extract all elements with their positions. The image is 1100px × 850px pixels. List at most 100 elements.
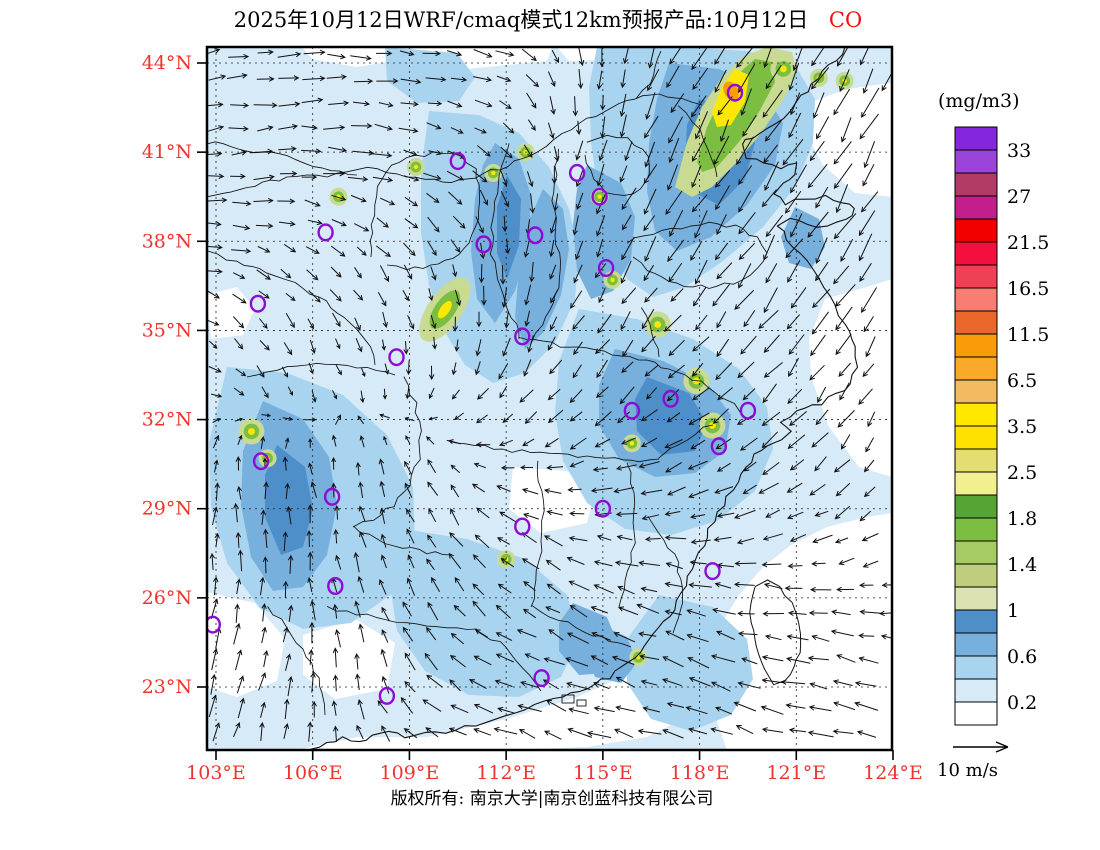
wind-vector-arrow (664, 581, 683, 588)
wind-vector-arrow (624, 141, 633, 162)
wind-vector-arrow (738, 165, 753, 185)
wind-vector-arrow (712, 408, 729, 424)
wind-vector-arrow (617, 585, 635, 595)
wind-vector-arrow (835, 482, 851, 497)
wind-vector-arrow (865, 437, 874, 453)
clean-air-region (803, 83, 891, 197)
wind-vector-arrow (547, 71, 556, 87)
wind-vector-arrow (278, 101, 301, 108)
wind-vector-arrow (380, 533, 387, 548)
wind-vector-arrow (499, 169, 508, 187)
wind-vector-arrow (357, 415, 365, 425)
wind-vector-arrow (377, 700, 388, 714)
wind-vector-arrow (664, 439, 683, 449)
wind-vector-arrow (454, 577, 465, 592)
wind-vector-arrow (738, 631, 758, 637)
figure-title-text: 2025年10月12日WRF/cmaq模式12km预报产品:10月12日 (234, 8, 808, 32)
wind-vector-arrow (840, 117, 852, 143)
wind-vector-arrow (762, 533, 783, 541)
wind-vector-arrow (810, 586, 832, 593)
wind-vector-arrow (840, 434, 851, 450)
latlon-grid-layer (208, 48, 891, 749)
wind-vector-arrow (787, 388, 803, 404)
colorbar-cell (954, 494, 998, 519)
wind-vector-arrow (638, 560, 660, 567)
wind-vector-arrow (334, 628, 341, 648)
wind-vector-arrow (765, 65, 782, 90)
wind-vector-arrow (423, 172, 442, 181)
wind-vector-arrow (352, 100, 371, 107)
wind-vector-arrow (840, 238, 854, 262)
wind-vector-arrow (407, 314, 415, 330)
province-border (353, 525, 452, 556)
wind-vector-arrow (358, 481, 364, 498)
wind-vector-arrow (332, 647, 339, 668)
wind-vector-arrow (378, 458, 385, 475)
wind-vector-arrow (473, 462, 486, 469)
wind-vector-arrow (865, 336, 876, 358)
colorbar-cell (954, 172, 998, 197)
wind-vector-arrow (356, 724, 364, 740)
wind-vector-arrow (668, 339, 685, 357)
wind-vector-arrow (236, 675, 245, 694)
wind-vector-arrow (787, 260, 801, 283)
wind-vector-arrow (854, 680, 877, 687)
wind-vector-arrow (573, 341, 583, 356)
wind-vector-arrow (619, 93, 627, 118)
colorbar-cell (954, 333, 998, 358)
wind-vector-arrow (762, 462, 780, 476)
wind-vector-arrow (567, 486, 582, 493)
wind-vector-arrow (644, 115, 659, 139)
wind-vector-arrow (398, 127, 419, 134)
wind-vector-arrow (786, 634, 809, 641)
wind-vector-arrow (593, 584, 614, 594)
colorbar-tick-label: 2.5 (1007, 462, 1037, 484)
wind-vector-arrow (522, 438, 535, 447)
wind-vector-arrow (332, 725, 339, 742)
wind-vector-arrow (352, 150, 375, 156)
wind-vector-arrow (807, 163, 828, 189)
wind-vector-arrow (645, 92, 656, 120)
wind-vector-arrow (496, 537, 510, 545)
wind-vector-arrow (237, 549, 244, 572)
wind-vector-arrow (208, 340, 218, 349)
wind-vector-arrow (620, 311, 631, 331)
wind-vector-arrow (400, 697, 414, 714)
wind-vector-arrow (258, 672, 267, 691)
station-marker (317, 223, 334, 242)
wind-vector-arrow (208, 319, 220, 326)
wind-vector-arrow (549, 216, 557, 234)
wind-vector-arrow (283, 723, 290, 739)
wind-vector-arrow (567, 727, 592, 738)
wind-vector-arrow (833, 213, 857, 240)
hotspot (484, 163, 503, 182)
wind-vector-arrow (309, 621, 315, 644)
wind-vector-arrow (666, 412, 681, 423)
wind-scale-legend: 10 m/s (937, 741, 1009, 781)
wind-vector-arrow (616, 534, 633, 541)
wind-vector-arrow (641, 308, 655, 330)
wind-vector-arrow (544, 730, 562, 740)
wind-vector-arrow (687, 460, 708, 470)
wind-vector-arrow (379, 265, 389, 283)
wind-vector-arrow (281, 366, 288, 378)
wind-vector-arrow (236, 485, 243, 500)
wind-vector-arrow (789, 534, 807, 542)
wind-vector-arrow (499, 511, 516, 523)
province-border (531, 604, 632, 648)
wind-vector-arrow (687, 657, 710, 669)
station-marker (623, 401, 641, 420)
wind-vector-arrow (477, 388, 489, 400)
wind-vector-arrow (495, 50, 515, 57)
wind-vector-arrow (403, 728, 418, 739)
wind-vector-arrow (232, 200, 252, 207)
wind-vector-arrow (350, 123, 373, 129)
wind-vector-arrow (379, 578, 387, 595)
clean-air-region (303, 619, 395, 699)
wind-vector-arrow (713, 536, 732, 542)
wind-vector-arrow (733, 581, 755, 588)
wind-vector-arrow (547, 122, 555, 140)
wind-vector-arrow (472, 583, 485, 596)
province-border (326, 606, 478, 630)
wind-vector-arrow (615, 464, 637, 471)
